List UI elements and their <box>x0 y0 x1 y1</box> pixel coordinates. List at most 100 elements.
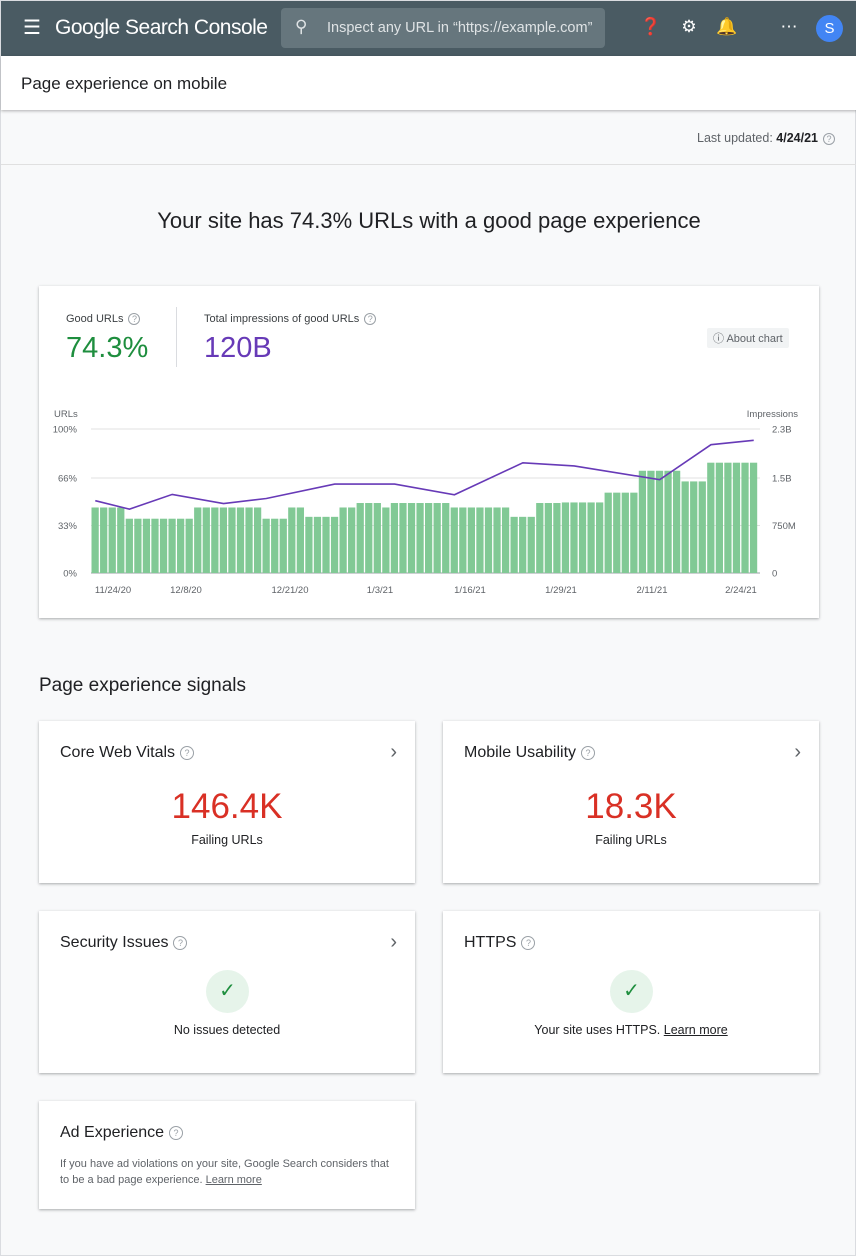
x-tick-label: 12/21/20 <box>272 585 309 596</box>
bar <box>664 470 672 573</box>
app-logo[interactable]: Google Search Console <box>55 16 268 39</box>
about-chart-button[interactable]: ⓘ About chart <box>707 328 789 348</box>
signals-title: Page experience signals <box>39 675 247 696</box>
bar <box>570 502 578 573</box>
bar <box>151 518 159 573</box>
help-icon[interactable]: ? <box>521 935 536 950</box>
last-updated-value: 4/24/21 <box>776 131 818 145</box>
page-title-bar: Page experience on mobile <box>1 56 856 110</box>
help-icon[interactable]: ❓ <box>640 17 662 36</box>
status-text: Your site uses HTTPS. <box>534 1023 661 1037</box>
help-icon[interactable]: ? <box>823 132 835 145</box>
bar <box>279 518 287 573</box>
bar <box>339 507 347 573</box>
mobile-usability-card[interactable]: Mobile Usability? › 18.3K Failing URLs <box>443 721 819 883</box>
y-tick-label: 33% <box>58 521 78 532</box>
y2-tick-label: 1.5B <box>772 473 792 484</box>
notifications-icon[interactable]: 🔔 <box>716 17 738 36</box>
bar <box>484 507 493 573</box>
bar <box>450 507 458 573</box>
x-tick-label: 2/24/21 <box>725 585 757 596</box>
bar <box>655 470 664 573</box>
avatar[interactable]: S <box>816 15 843 42</box>
bar <box>407 503 416 573</box>
bar <box>313 516 322 573</box>
bar <box>613 492 621 573</box>
bar <box>382 507 390 573</box>
good-urls-value: 74.3% <box>66 332 149 364</box>
y-tick-label: 0% <box>63 569 77 580</box>
bar <box>621 492 629 573</box>
y-tick-label: 66% <box>58 473 78 484</box>
bar <box>544 503 552 573</box>
bar <box>125 518 133 573</box>
chart-card: Good URLs? 74.3% Total impressions of go… <box>39 286 819 618</box>
bar <box>253 507 262 573</box>
url-inspect-search[interactable]: ⚲ <box>281 8 605 48</box>
learn-more-link[interactable]: Learn more <box>663 1023 728 1037</box>
bar <box>228 507 236 573</box>
https-card: HTTPS? ✓ Your site uses HTTPS. Learn mor… <box>443 911 819 1073</box>
bar <box>749 462 758 573</box>
help-icon[interactable]: ? <box>581 745 596 760</box>
headline: Your site has 74.3% URLs with a good pag… <box>157 208 701 233</box>
learn-more-link[interactable]: Learn more <box>205 1173 262 1186</box>
impressions-value: 120B <box>204 332 272 364</box>
search-input[interactable] <box>327 8 597 48</box>
bar <box>732 462 741 573</box>
bar <box>142 518 151 573</box>
card-title: Core Web Vitals <box>60 744 176 761</box>
menu-icon[interactable]: ☰ <box>23 17 41 39</box>
bar <box>630 492 638 573</box>
x-tick-label: 1/3/21 <box>367 585 393 596</box>
bar <box>194 507 202 573</box>
chevron-right-icon[interactable]: › <box>390 931 397 953</box>
bar <box>493 507 501 573</box>
bar <box>467 507 476 573</box>
failing-urls-count: 18.3K <box>585 787 677 826</box>
manage-users-icon[interactable]: ⚙ <box>681 17 697 36</box>
failing-urls-label: Failing URLs <box>595 833 667 847</box>
bar <box>373 503 381 573</box>
bar <box>561 502 570 573</box>
bar <box>527 516 535 573</box>
security-issues-card[interactable]: Security Issues? › ✓ No issues detected <box>39 911 415 1073</box>
y2-tick-label: 750M <box>772 521 796 532</box>
info-icon: ⓘ <box>713 333 724 345</box>
bar <box>519 516 527 573</box>
help-icon[interactable]: ? <box>364 313 377 326</box>
bar <box>707 462 715 573</box>
chevron-right-icon[interactable]: › <box>794 741 801 763</box>
x-tick-label: 2/11/21 <box>637 585 668 596</box>
apps-icon[interactable]: ⋯ <box>780 17 798 36</box>
bar <box>501 507 510 573</box>
y2-axis-label: Impressions <box>747 409 798 420</box>
about-chart-label: About chart <box>726 333 783 345</box>
last-updated-row: Last updated: 4/24/21? <box>1 111 856 165</box>
card-title: Security Issues <box>60 934 169 951</box>
bar <box>433 503 441 573</box>
y-axis-label: URLs <box>54 409 78 420</box>
bar <box>425 503 433 573</box>
divider <box>176 307 177 367</box>
impressions-label: Total impressions of good URLs <box>204 313 360 325</box>
bar <box>322 516 330 573</box>
bar <box>536 503 544 573</box>
y2-tick-label: 2.3B <box>772 425 792 436</box>
help-icon[interactable]: ? <box>173 935 188 950</box>
check-icon: ✓ <box>206 970 249 1013</box>
bar <box>510 516 518 573</box>
bar <box>236 507 245 573</box>
bar <box>365 503 373 573</box>
x-tick-label: 1/16/21 <box>454 585 486 596</box>
help-icon[interactable]: ? <box>128 313 141 326</box>
core-web-vitals-card[interactable]: Core Web Vitals? › 146.4K Failing URLs <box>39 721 415 883</box>
bar <box>399 503 407 573</box>
good-urls-chart: URLs Impressions 0% 0 33% 750M 66% 1.5B 100% 2.… <box>53 409 799 596</box>
page-title: Page experience on mobile <box>21 74 228 93</box>
help-icon[interactable]: ? <box>180 745 195 760</box>
help-icon[interactable]: ? <box>169 1125 184 1140</box>
chevron-right-icon[interactable]: › <box>390 741 397 763</box>
card-title: Mobile Usability <box>464 744 577 761</box>
bar <box>219 507 228 573</box>
